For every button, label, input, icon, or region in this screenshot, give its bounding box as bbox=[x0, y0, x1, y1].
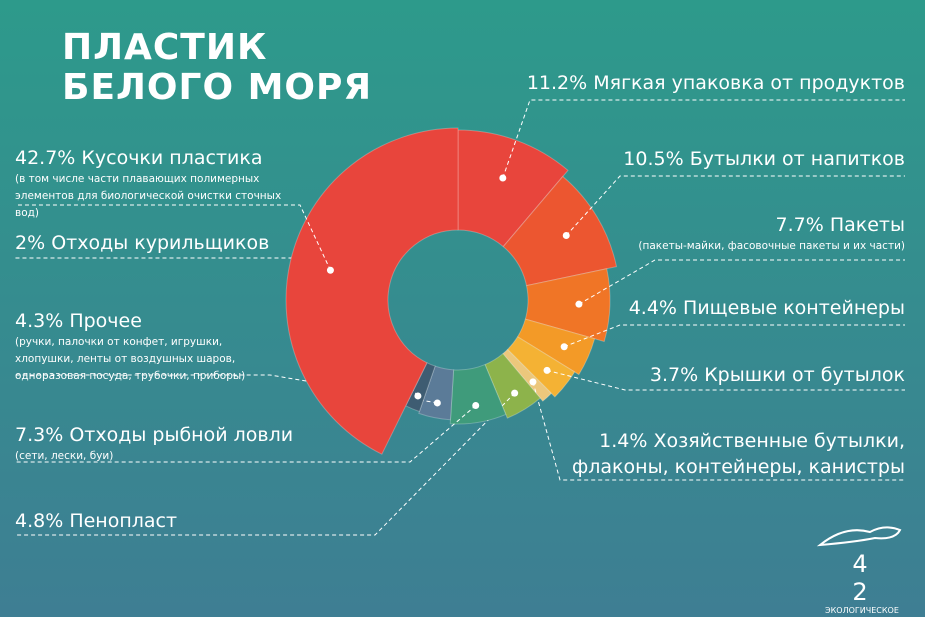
segment-label: 10.5% Бутылки от напитков bbox=[585, 146, 905, 172]
donut-segment bbox=[457, 129, 569, 248]
label-note: (в том числе части плавающих полимерных … bbox=[15, 173, 282, 219]
segment-label: 4.3% Прочее (ручки, палочки от конфет, иг… bbox=[15, 308, 255, 385]
value-label: 7.7% bbox=[775, 214, 824, 236]
segment-label: 11.2% Мягкая упаковка от продуктов bbox=[505, 70, 905, 96]
category-label: Отходы рыбной ловли bbox=[69, 424, 294, 446]
logo-icon bbox=[816, 526, 902, 547]
donut-segment bbox=[506, 336, 576, 398]
category-label: Пакеты bbox=[829, 214, 905, 236]
donut-segment bbox=[502, 175, 618, 287]
category-label: Отходы курильщиков bbox=[51, 232, 270, 254]
leader-dot bbox=[414, 392, 422, 400]
donut-segment bbox=[418, 365, 455, 421]
segment-label: 1.4% Хозяйственные бутылки, флаконы, кон… bbox=[565, 428, 905, 480]
value-label: 42.7% bbox=[15, 147, 76, 169]
category-label: Пищевые контейнеры bbox=[683, 297, 905, 319]
value-label: 3.7% bbox=[649, 364, 699, 386]
value-label: 4.3% bbox=[15, 310, 64, 332]
donut-segment bbox=[516, 318, 596, 376]
title-line: БЕЛОГО МОРЯ bbox=[62, 67, 373, 108]
donut-segment bbox=[524, 268, 611, 343]
leader-dot bbox=[529, 378, 537, 386]
leader-dot bbox=[499, 174, 507, 182]
value-label: 7.3% bbox=[15, 424, 64, 446]
leader-line bbox=[15, 405, 477, 463]
category-label: Пенопласт bbox=[69, 510, 178, 532]
leader-dot bbox=[433, 399, 441, 407]
segment-label: 4.8% Пенопласт bbox=[15, 508, 315, 534]
logo-number: 4 bbox=[852, 550, 868, 578]
category-label: Хозяйственные бутылки, флаконы, контейне… bbox=[572, 430, 905, 478]
segment-label: 4.4% Пищевые контейнеры bbox=[605, 295, 905, 321]
segment-label: 42.7% Кусочки пластика (в том числе части… bbox=[15, 145, 305, 222]
segment-label: 7.3% Отходы рыбной ловли (сети, лески, бу… bbox=[15, 422, 335, 465]
donut-segment bbox=[285, 127, 459, 455]
leader-line bbox=[15, 257, 419, 397]
leader-dot bbox=[560, 343, 568, 351]
leader-line bbox=[546, 369, 905, 391]
donut-segment bbox=[484, 352, 541, 419]
leader-dot bbox=[543, 366, 551, 374]
leader-line bbox=[532, 381, 905, 481]
leader-line bbox=[502, 99, 905, 179]
leader-line bbox=[565, 175, 905, 236]
category-label: Прочее bbox=[69, 310, 142, 332]
donut-segment bbox=[405, 362, 436, 413]
logo-number: 2 bbox=[852, 578, 868, 606]
value-label: 2% bbox=[15, 232, 46, 254]
leader-line bbox=[578, 259, 905, 305]
label-note: (ручки, палочки от конфет, игрушки, хлоп… bbox=[15, 336, 246, 382]
leader-line bbox=[15, 204, 331, 271]
category-label: Бутылки от напитков bbox=[689, 148, 905, 170]
leader-dot bbox=[562, 232, 570, 240]
value-label: 10.5% bbox=[623, 148, 684, 170]
value-label: 1.4% bbox=[599, 430, 648, 452]
donut-segment bbox=[449, 363, 507, 425]
logo: 42 ЭКОЛОГИЧЕСКОЕ ДВИЖЕНИЕ bbox=[815, 520, 905, 617]
title-line: ПЛАСТИК bbox=[62, 27, 268, 68]
label-note: (сети, лески, буи) bbox=[15, 450, 114, 462]
title: ПЛАСТИК БЕЛОГО МОРЯ bbox=[62, 28, 372, 108]
category-label: Крышки от бутылок bbox=[704, 364, 905, 386]
leader-dot bbox=[326, 266, 334, 274]
value-label: 4.4% bbox=[628, 297, 677, 319]
leader-line bbox=[15, 392, 516, 536]
category-label: Мягкая упаковка от продуктов bbox=[593, 72, 905, 94]
label-note: (пакеты-майки, фасовочные пакеты и их ча… bbox=[638, 240, 905, 252]
leader-dot bbox=[575, 300, 583, 308]
segment-label: 2% Отходы курильщиков bbox=[15, 230, 315, 256]
value-label: 11.2% bbox=[526, 72, 588, 94]
leader-dot bbox=[511, 389, 519, 397]
segment-label: 7.7% Пакеты (пакеты-майки, фасовочные пак… bbox=[625, 212, 905, 255]
leader-dot bbox=[472, 402, 480, 410]
value-label: 4.8% bbox=[15, 510, 64, 532]
segment-label: 3.7% Крышки от бутылок bbox=[605, 362, 905, 388]
leader-line bbox=[563, 324, 905, 348]
logo-text: ЭКОЛОГИЧЕСКОЕ ДВИЖЕНИЕ bbox=[825, 606, 899, 617]
category-label: Кусочки пластика bbox=[81, 147, 263, 169]
